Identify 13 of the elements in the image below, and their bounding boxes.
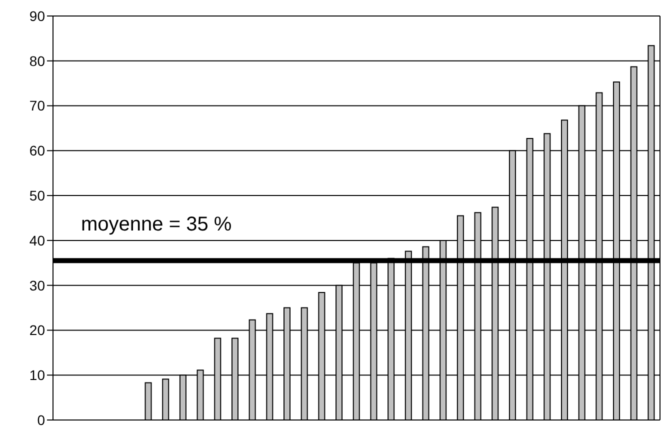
y-tick-label: 70 [29, 98, 46, 114]
y-tick-label: 0 [37, 412, 46, 427]
y-tick-label: 40 [29, 232, 46, 248]
bar [162, 378, 170, 420]
y-tick-label: 50 [29, 188, 46, 204]
y-tick-label: 60 [29, 142, 46, 159]
y-tick-label: 80 [29, 52, 46, 69]
y-tick-label: 10 [29, 367, 46, 384]
bar [144, 382, 152, 420]
y-tick-label: 90 [29, 8, 46, 24]
y-tick-label: 30 [29, 277, 46, 294]
y-tick-label: 20 [29, 322, 46, 338]
ref-line-label: moyenne = 35 % [81, 214, 232, 236]
